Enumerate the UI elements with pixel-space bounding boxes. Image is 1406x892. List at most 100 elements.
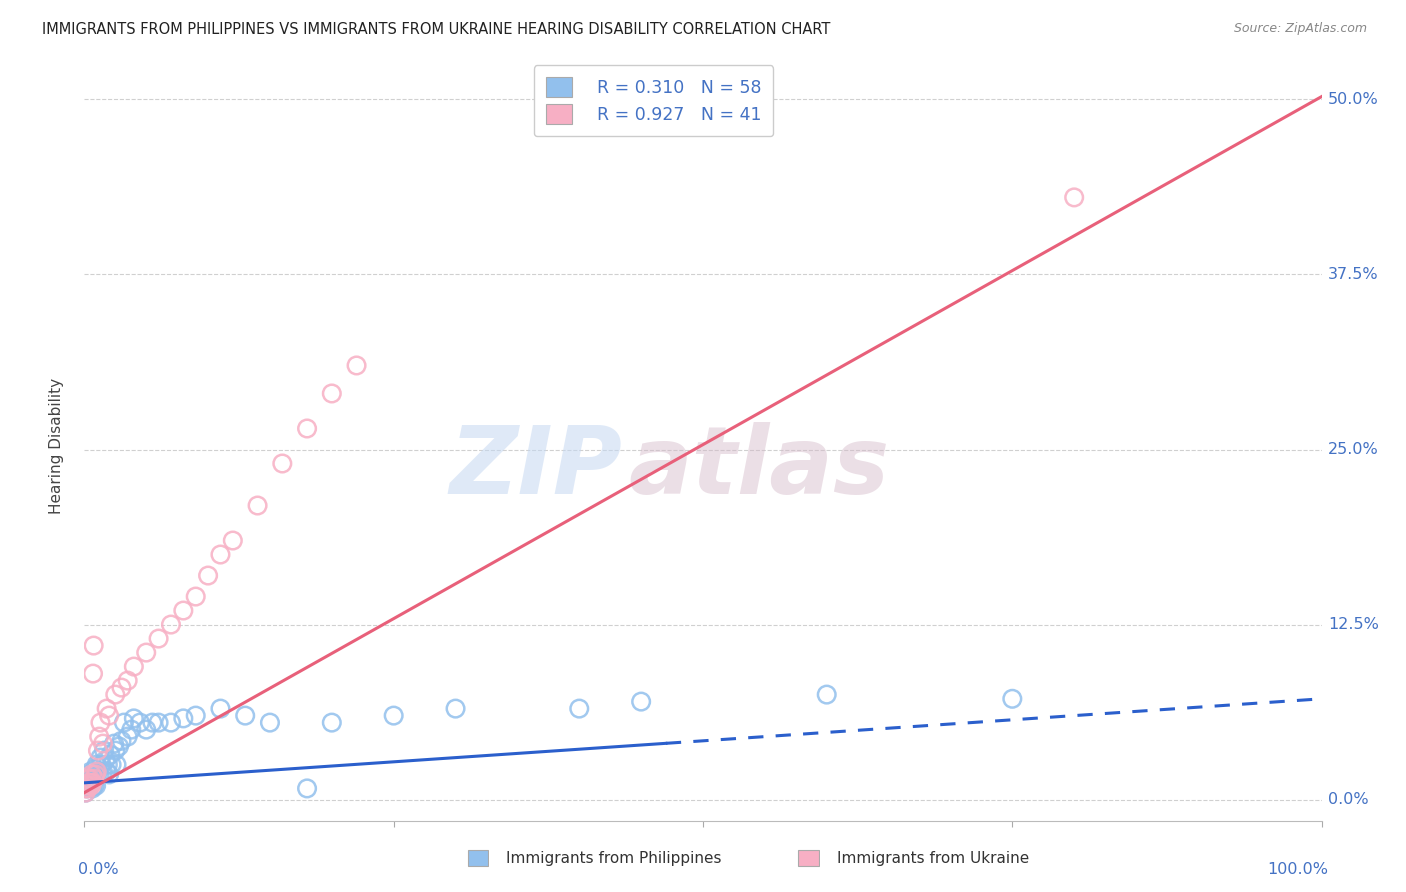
Point [209, 701, 232, 715]
Text: 50.0%: 50.0% [1327, 92, 1378, 107]
Point [122, 659, 145, 673]
Point [135, 723, 157, 737]
Point [104, 743, 127, 757]
Point [89, 730, 111, 744]
Point [79, 779, 101, 793]
Point [97, 757, 120, 772]
Point [75, 781, 97, 796]
Point [86, 757, 108, 772]
Point [83, 779, 105, 793]
Point [94, 753, 117, 767]
Point [444, 701, 467, 715]
Y-axis label: Hearing Disability: Hearing Disability [49, 378, 63, 514]
Point [122, 711, 145, 725]
Point [75, 779, 97, 793]
Point [568, 701, 591, 715]
Point [233, 708, 256, 723]
Point [108, 739, 131, 754]
Point [295, 781, 318, 796]
Point [80, 776, 103, 790]
Text: IMMIGRANTS FROM PHILIPPINES VS IMMIGRANTS FROM UKRAINE HEARING DISABILITY CORREL: IMMIGRANTS FROM PHILIPPINES VS IMMIGRANT… [42, 22, 831, 37]
Point [89, 767, 111, 781]
Point [77, 776, 100, 790]
Point [79, 767, 101, 781]
Point [77, 780, 100, 794]
Point [321, 386, 343, 401]
Point [105, 757, 128, 772]
Point [75, 786, 97, 800]
Legend:   R = 0.310   N = 58,   R = 0.927   N = 41: R = 0.310 N = 58, R = 0.927 N = 41 [534, 65, 773, 136]
Point [209, 548, 232, 562]
Point [80, 779, 103, 793]
Point [148, 632, 170, 646]
Point [82, 666, 104, 681]
Point [246, 499, 269, 513]
Point [76, 779, 98, 793]
Point [91, 764, 114, 779]
Point [110, 734, 132, 748]
Text: Source: ZipAtlas.com: Source: ZipAtlas.com [1233, 22, 1367, 36]
Point [98, 767, 121, 781]
Point [135, 646, 157, 660]
Point [86, 764, 108, 779]
Point [295, 421, 318, 435]
Text: 0.0%: 0.0% [79, 862, 118, 877]
Point [1063, 190, 1085, 204]
Point [148, 715, 170, 730]
Point [160, 617, 183, 632]
Text: 0.0%: 0.0% [1327, 792, 1368, 807]
Point [89, 715, 111, 730]
Point [76, 772, 98, 786]
Bar [468, 850, 488, 866]
Point [104, 688, 127, 702]
Point [90, 757, 112, 772]
Point [120, 723, 142, 737]
Point [382, 708, 405, 723]
Text: ZIP: ZIP [450, 423, 623, 515]
Text: 12.5%: 12.5% [1327, 617, 1379, 632]
Point [271, 457, 294, 471]
Point [80, 772, 103, 786]
Point [129, 715, 152, 730]
Point [346, 359, 368, 373]
Point [79, 779, 101, 793]
Point [96, 701, 118, 715]
Point [259, 715, 281, 730]
Point [815, 688, 838, 702]
Point [184, 590, 207, 604]
Point [117, 730, 139, 744]
Point [98, 747, 121, 762]
Point [103, 737, 125, 751]
Point [96, 764, 118, 779]
Point [84, 772, 107, 786]
Point [117, 673, 139, 688]
Point [160, 715, 183, 730]
Point [91, 737, 114, 751]
Point [222, 533, 245, 548]
Text: Immigrants from Philippines: Immigrants from Philippines [506, 851, 721, 865]
Point [84, 779, 107, 793]
Point [110, 681, 132, 695]
Point [87, 743, 110, 757]
Point [141, 715, 163, 730]
Text: atlas: atlas [628, 423, 890, 515]
Point [172, 603, 194, 617]
Point [76, 781, 98, 796]
Point [112, 715, 135, 730]
Point [79, 776, 101, 790]
Point [82, 781, 104, 796]
Point [83, 772, 105, 786]
Point [82, 772, 104, 786]
Point [83, 639, 105, 653]
Point [79, 764, 101, 779]
Point [89, 750, 111, 764]
Point [184, 708, 207, 723]
Text: 100.0%: 100.0% [1267, 862, 1327, 877]
Point [93, 743, 115, 757]
Point [197, 568, 219, 582]
Text: Immigrants from Ukraine: Immigrants from Ukraine [837, 851, 1029, 865]
Point [82, 776, 104, 790]
Point [83, 767, 105, 781]
Point [98, 708, 121, 723]
Point [630, 695, 652, 709]
